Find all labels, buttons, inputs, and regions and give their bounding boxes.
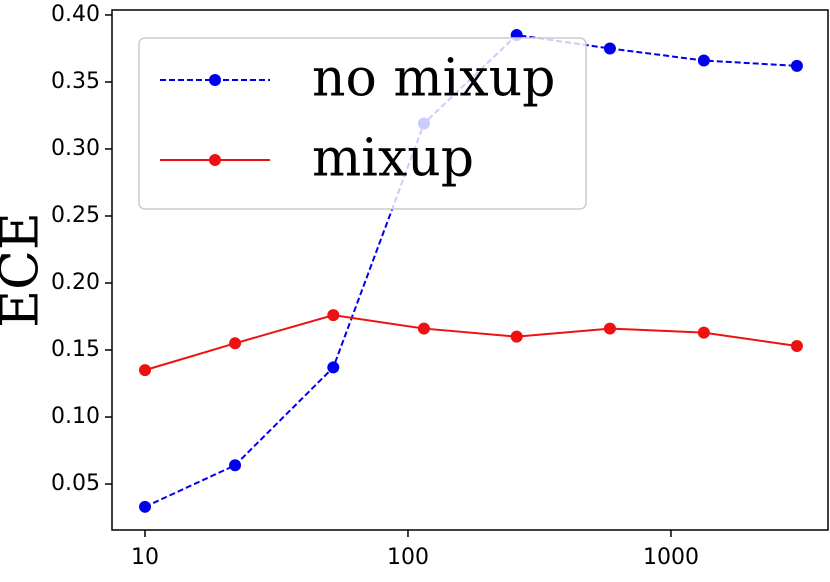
y-tick-label: 0.05 <box>51 471 100 496</box>
data-point <box>417 322 430 335</box>
series-line <box>144 314 798 372</box>
data-point <box>790 339 803 352</box>
y-tick-label: 0.25 <box>51 203 100 228</box>
data-point <box>697 54 710 67</box>
data-point <box>139 500 152 513</box>
y-tick-label: 0.20 <box>51 270 100 295</box>
y-tick-label: 0.30 <box>51 136 100 161</box>
data-point <box>229 459 242 472</box>
data-point <box>697 326 710 339</box>
data-point <box>327 309 340 322</box>
legend-marker <box>209 154 221 166</box>
y-tick-label: 0.10 <box>51 404 100 429</box>
y-tick-label: 0.35 <box>51 69 100 94</box>
data-point <box>790 59 803 72</box>
legend-marker <box>209 74 221 86</box>
data-point <box>603 322 616 335</box>
x-tick-label: 10 <box>131 545 159 570</box>
legend: no mixup mixup <box>138 37 587 210</box>
legend-label: no mixup <box>312 49 555 109</box>
x-tick-label: 100 <box>387 545 429 570</box>
data-point <box>139 364 152 377</box>
plot-frame <box>111 9 829 531</box>
data-point <box>327 361 340 374</box>
y-tick-label: 0.40 <box>51 2 100 27</box>
data-point <box>229 337 242 350</box>
data-point <box>603 42 616 55</box>
data-point <box>510 330 523 343</box>
x-tick-label: 1000 <box>643 545 699 570</box>
y-axis-label: ECE <box>0 212 51 328</box>
legend-label: mixup <box>312 129 474 189</box>
y-tick-label: 0.15 <box>51 337 100 362</box>
